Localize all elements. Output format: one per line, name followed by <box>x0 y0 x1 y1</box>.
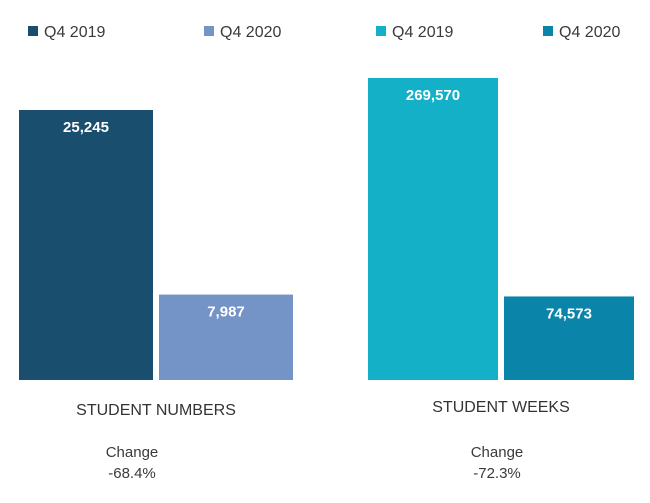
bar-student-weeks-q4-2020 <box>504 296 634 380</box>
category-label-student-numbers: STUDENT NUMBERS <box>76 402 236 419</box>
change-value-student-numbers: -68.4% <box>108 465 156 482</box>
legend-swatch-q4-2019 <box>28 26 38 36</box>
data-label-student-weeks-q4-2019: 269,570 <box>406 87 460 104</box>
data-label-student-numbers-q4-2020: 7,987 <box>207 304 245 321</box>
change-label-student-numbers: Change <box>106 444 159 461</box>
category-label-student-weeks: STUDENT WEEKS <box>432 399 570 416</box>
legend-label-q4-2020: Q4 2020 <box>220 24 281 41</box>
legend: Q4 2019 Q4 2020 <box>28 24 281 41</box>
legend-swatch-q4-2019 <box>376 26 386 36</box>
data-label-student-weeks-q4-2020: 74,573 <box>546 305 592 322</box>
change-label-student-weeks: Change <box>471 444 524 461</box>
bar-student-numbers-q4-2020 <box>159 294 293 380</box>
data-label-student-numbers-q4-2019: 25,245 <box>63 119 109 136</box>
legend-label-q4-2020: Q4 2020 <box>559 24 620 41</box>
change-value-student-weeks: -72.3% <box>473 465 521 482</box>
legend: Q4 2019 Q4 2020 <box>376 24 620 41</box>
bar-student-weeks-q4-2019 <box>368 78 498 380</box>
legend-swatch-q4-2020 <box>543 26 553 36</box>
legend-swatch-q4-2020 <box>204 26 214 36</box>
student-numbers-chart: Q4 2019 Q4 2020 25,245 7,987 STUDENT NUM… <box>19 24 293 482</box>
bar-student-numbers-q4-2019 <box>19 110 153 380</box>
legend-label-q4-2019: Q4 2019 <box>44 24 105 41</box>
student-weeks-chart: Q4 2019 Q4 2020 269,570 74,573 STUDENT W… <box>368 24 634 482</box>
legend-label-q4-2019: Q4 2019 <box>392 24 453 41</box>
